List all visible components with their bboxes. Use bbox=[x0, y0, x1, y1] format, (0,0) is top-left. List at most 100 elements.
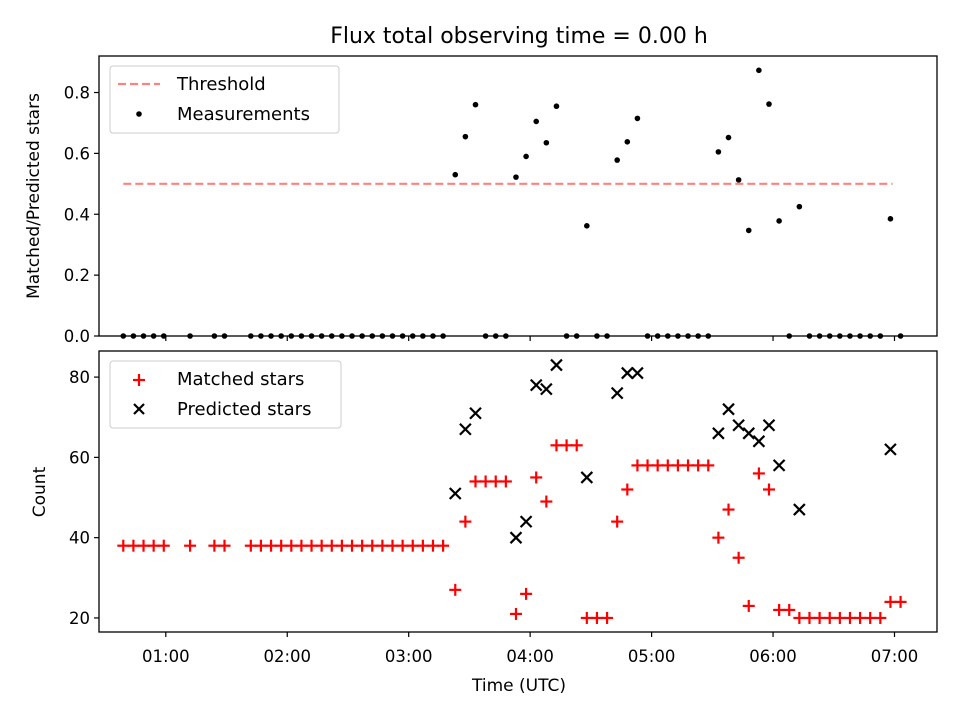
measurement-point bbox=[887, 216, 894, 222]
predicted-point bbox=[722, 402, 735, 416]
matched-point bbox=[833, 611, 846, 624]
matched-point bbox=[489, 475, 502, 488]
top-y-tick-label: 0.0 bbox=[64, 327, 90, 346]
matched-point bbox=[305, 539, 318, 552]
matched-point bbox=[864, 611, 877, 624]
top-x-axis bbox=[165, 336, 896, 341]
top-legend: Threshold Measurements bbox=[109, 65, 340, 134]
matched-point bbox=[208, 539, 221, 552]
matched-point bbox=[244, 539, 257, 552]
predicted-point bbox=[509, 531, 523, 544]
matched-point bbox=[692, 459, 705, 472]
measurement-point bbox=[715, 149, 722, 155]
x-tick-label: 01:00 bbox=[142, 647, 190, 666]
top-y-axis: 0.0 0.2 0.4 0.6 0.8 bbox=[64, 84, 99, 346]
x-tick-label: 07:00 bbox=[871, 647, 919, 666]
top-axes-frame bbox=[98, 55, 938, 337]
bottom-y-axis: 20 40 60 80 bbox=[69, 368, 99, 628]
top-y-axis-label: Matched/Predicted stars bbox=[24, 93, 44, 299]
bottom-y-tick-label: 80 bbox=[69, 368, 90, 387]
predicted-point bbox=[631, 366, 644, 380]
matched-point bbox=[580, 611, 593, 624]
matched-point bbox=[752, 467, 765, 480]
bottom-y-tick-label: 60 bbox=[69, 448, 90, 467]
matched-point bbox=[641, 459, 654, 472]
x-tick-label: 06:00 bbox=[749, 647, 797, 666]
measurement-point bbox=[523, 153, 529, 160]
predicted-point bbox=[610, 386, 624, 400]
predicted-point bbox=[621, 366, 634, 380]
matched-point bbox=[874, 611, 887, 624]
matched-point bbox=[406, 539, 419, 552]
bottom-y-axis-label: Count bbox=[30, 466, 50, 517]
predicted-point bbox=[762, 418, 776, 432]
matched-point bbox=[147, 539, 160, 552]
matched-point bbox=[560, 439, 573, 452]
matched-point bbox=[479, 475, 492, 488]
x-tick-label: 05:00 bbox=[628, 647, 676, 666]
matched-point bbox=[843, 611, 856, 624]
matched-point bbox=[137, 539, 150, 552]
predicted-point bbox=[550, 358, 563, 372]
matched-point bbox=[570, 439, 583, 452]
bottom-axes-frame bbox=[98, 350, 938, 633]
predicted-point bbox=[884, 443, 897, 456]
matched-point bbox=[671, 459, 684, 472]
predicted-point bbox=[742, 427, 756, 440]
matched-point bbox=[416, 539, 429, 552]
legend-matched-label: Matched stars bbox=[177, 369, 304, 390]
predicted-point bbox=[529, 378, 543, 392]
measurement-point bbox=[745, 227, 752, 234]
top-legend-box bbox=[109, 65, 340, 134]
measurement-point bbox=[472, 101, 479, 108]
measurement-point bbox=[584, 223, 590, 229]
matched-point bbox=[550, 439, 563, 452]
predicted-point bbox=[793, 503, 806, 516]
matched-point bbox=[218, 539, 231, 552]
predicted-point bbox=[469, 406, 482, 420]
matched-point bbox=[813, 611, 826, 624]
matched-point bbox=[315, 539, 328, 552]
matched-point bbox=[651, 459, 664, 472]
bottom-legend: Matched stars Predicted stars bbox=[109, 360, 342, 429]
matched-point bbox=[682, 459, 695, 472]
top-y-tick-label: 0.4 bbox=[64, 205, 90, 224]
measurement-point bbox=[462, 133, 469, 140]
bottom-y-tick-label: 20 bbox=[69, 609, 90, 628]
matched-point bbox=[335, 539, 348, 552]
matched-point bbox=[732, 551, 745, 564]
predicted-point bbox=[580, 471, 594, 484]
measurement-point bbox=[735, 177, 742, 183]
measurement-point bbox=[725, 134, 732, 141]
bottom-x-axis: 01:00 02:00 03:00 04:00 05:00 06:00 07:00 bbox=[142, 632, 918, 666]
matched-point bbox=[265, 539, 278, 552]
measurement-point bbox=[513, 174, 519, 180]
matched-point bbox=[295, 539, 308, 552]
matched-point bbox=[631, 459, 644, 472]
measurement-point bbox=[634, 115, 641, 122]
matched-point bbox=[386, 539, 399, 552]
matched-point bbox=[854, 611, 867, 624]
matched-point bbox=[530, 471, 543, 484]
top-y-tick-label: 0.6 bbox=[64, 144, 90, 163]
matched-point bbox=[823, 611, 836, 624]
matched-point bbox=[520, 587, 533, 600]
matched-point bbox=[469, 475, 482, 488]
predicted-point bbox=[540, 382, 553, 396]
matched-point bbox=[117, 539, 130, 552]
legend-predicted-swatch bbox=[133, 403, 145, 415]
predicted-point bbox=[459, 423, 472, 436]
predicted-point bbox=[772, 459, 786, 472]
measurement-point bbox=[776, 218, 782, 224]
bottom-y-tick-label: 40 bbox=[69, 529, 90, 548]
x-tick-label: 02:00 bbox=[263, 647, 311, 666]
legend-matched-swatch bbox=[133, 374, 145, 386]
x-tick-label: 04:00 bbox=[506, 647, 554, 666]
bottom-data-layer bbox=[117, 358, 907, 624]
matched-point bbox=[540, 495, 553, 508]
matched-point bbox=[346, 539, 359, 552]
measurement-point bbox=[614, 157, 620, 163]
predicted-point bbox=[732, 418, 745, 432]
matched-point bbox=[742, 599, 755, 612]
matched-point bbox=[499, 475, 512, 488]
